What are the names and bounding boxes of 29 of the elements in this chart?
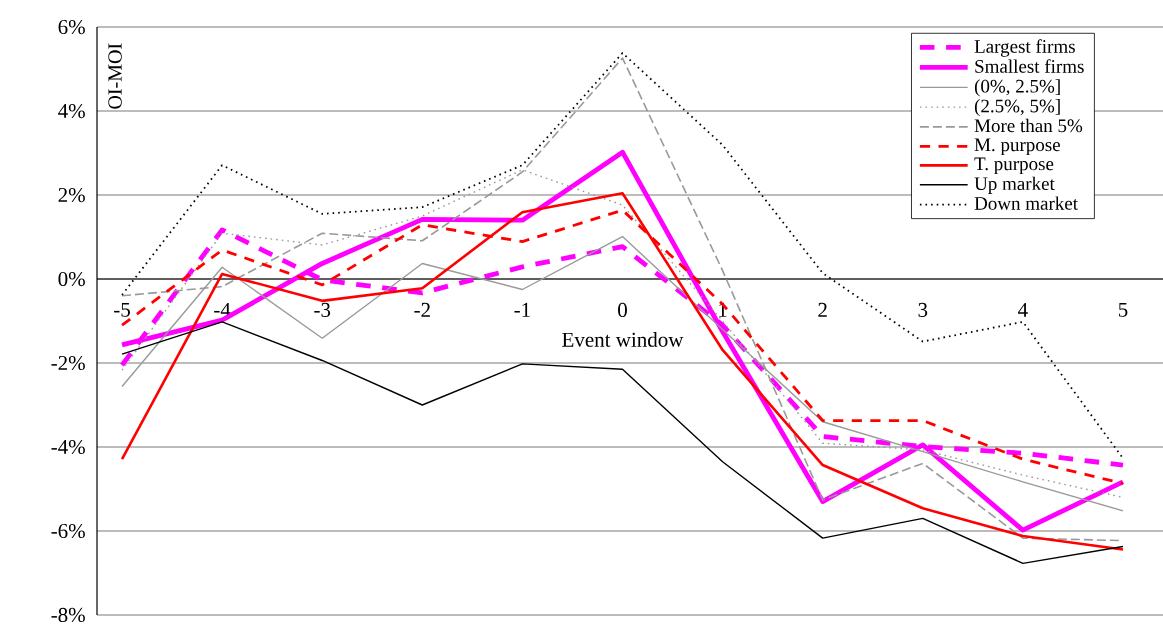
legend-label: More than 5% <box>974 118 1083 133</box>
y-tick-label: -6% <box>51 523 85 539</box>
legend-label: Down market <box>974 196 1078 210</box>
x-tick-label: 5 <box>1118 302 1128 317</box>
x-tick-label: 2 <box>818 302 827 317</box>
y-tick-label: 2% <box>58 187 85 203</box>
legend-label: Up market <box>974 176 1055 194</box>
x-tick-label: -2 <box>414 302 430 317</box>
y-tick-label: 4% <box>58 103 85 119</box>
x-tick-label: 4 <box>1018 302 1028 317</box>
y-tick-label: -4% <box>51 439 85 455</box>
legend-label: Smallest firms <box>975 59 1084 73</box>
legend-label: (0%, 2.5%] <box>974 79 1060 97</box>
x-tick-label: 0 <box>618 302 627 318</box>
y-tick-label: -2% <box>51 355 85 371</box>
x-axis-title: Event window <box>562 332 684 347</box>
x-tick-label: -3 <box>314 302 331 317</box>
y-axis-title: OI-MOI <box>108 43 122 109</box>
legend-label: T. purpose <box>974 157 1054 175</box>
y-tick-label: -8% <box>51 607 85 623</box>
x-tick-label: -1 <box>514 302 530 317</box>
x-tick-label: 3 <box>918 302 928 317</box>
line-series <box>121 321 1124 565</box>
legend-label: Largest firms <box>974 39 1075 57</box>
legend-label: M. purpose <box>974 138 1060 156</box>
y-tick-label: 6% <box>58 19 85 35</box>
legend-label: (2.5%, 5%] <box>974 99 1060 117</box>
y-tick-label: 0% <box>58 271 85 287</box>
x-tick-label: -5 <box>114 302 130 317</box>
